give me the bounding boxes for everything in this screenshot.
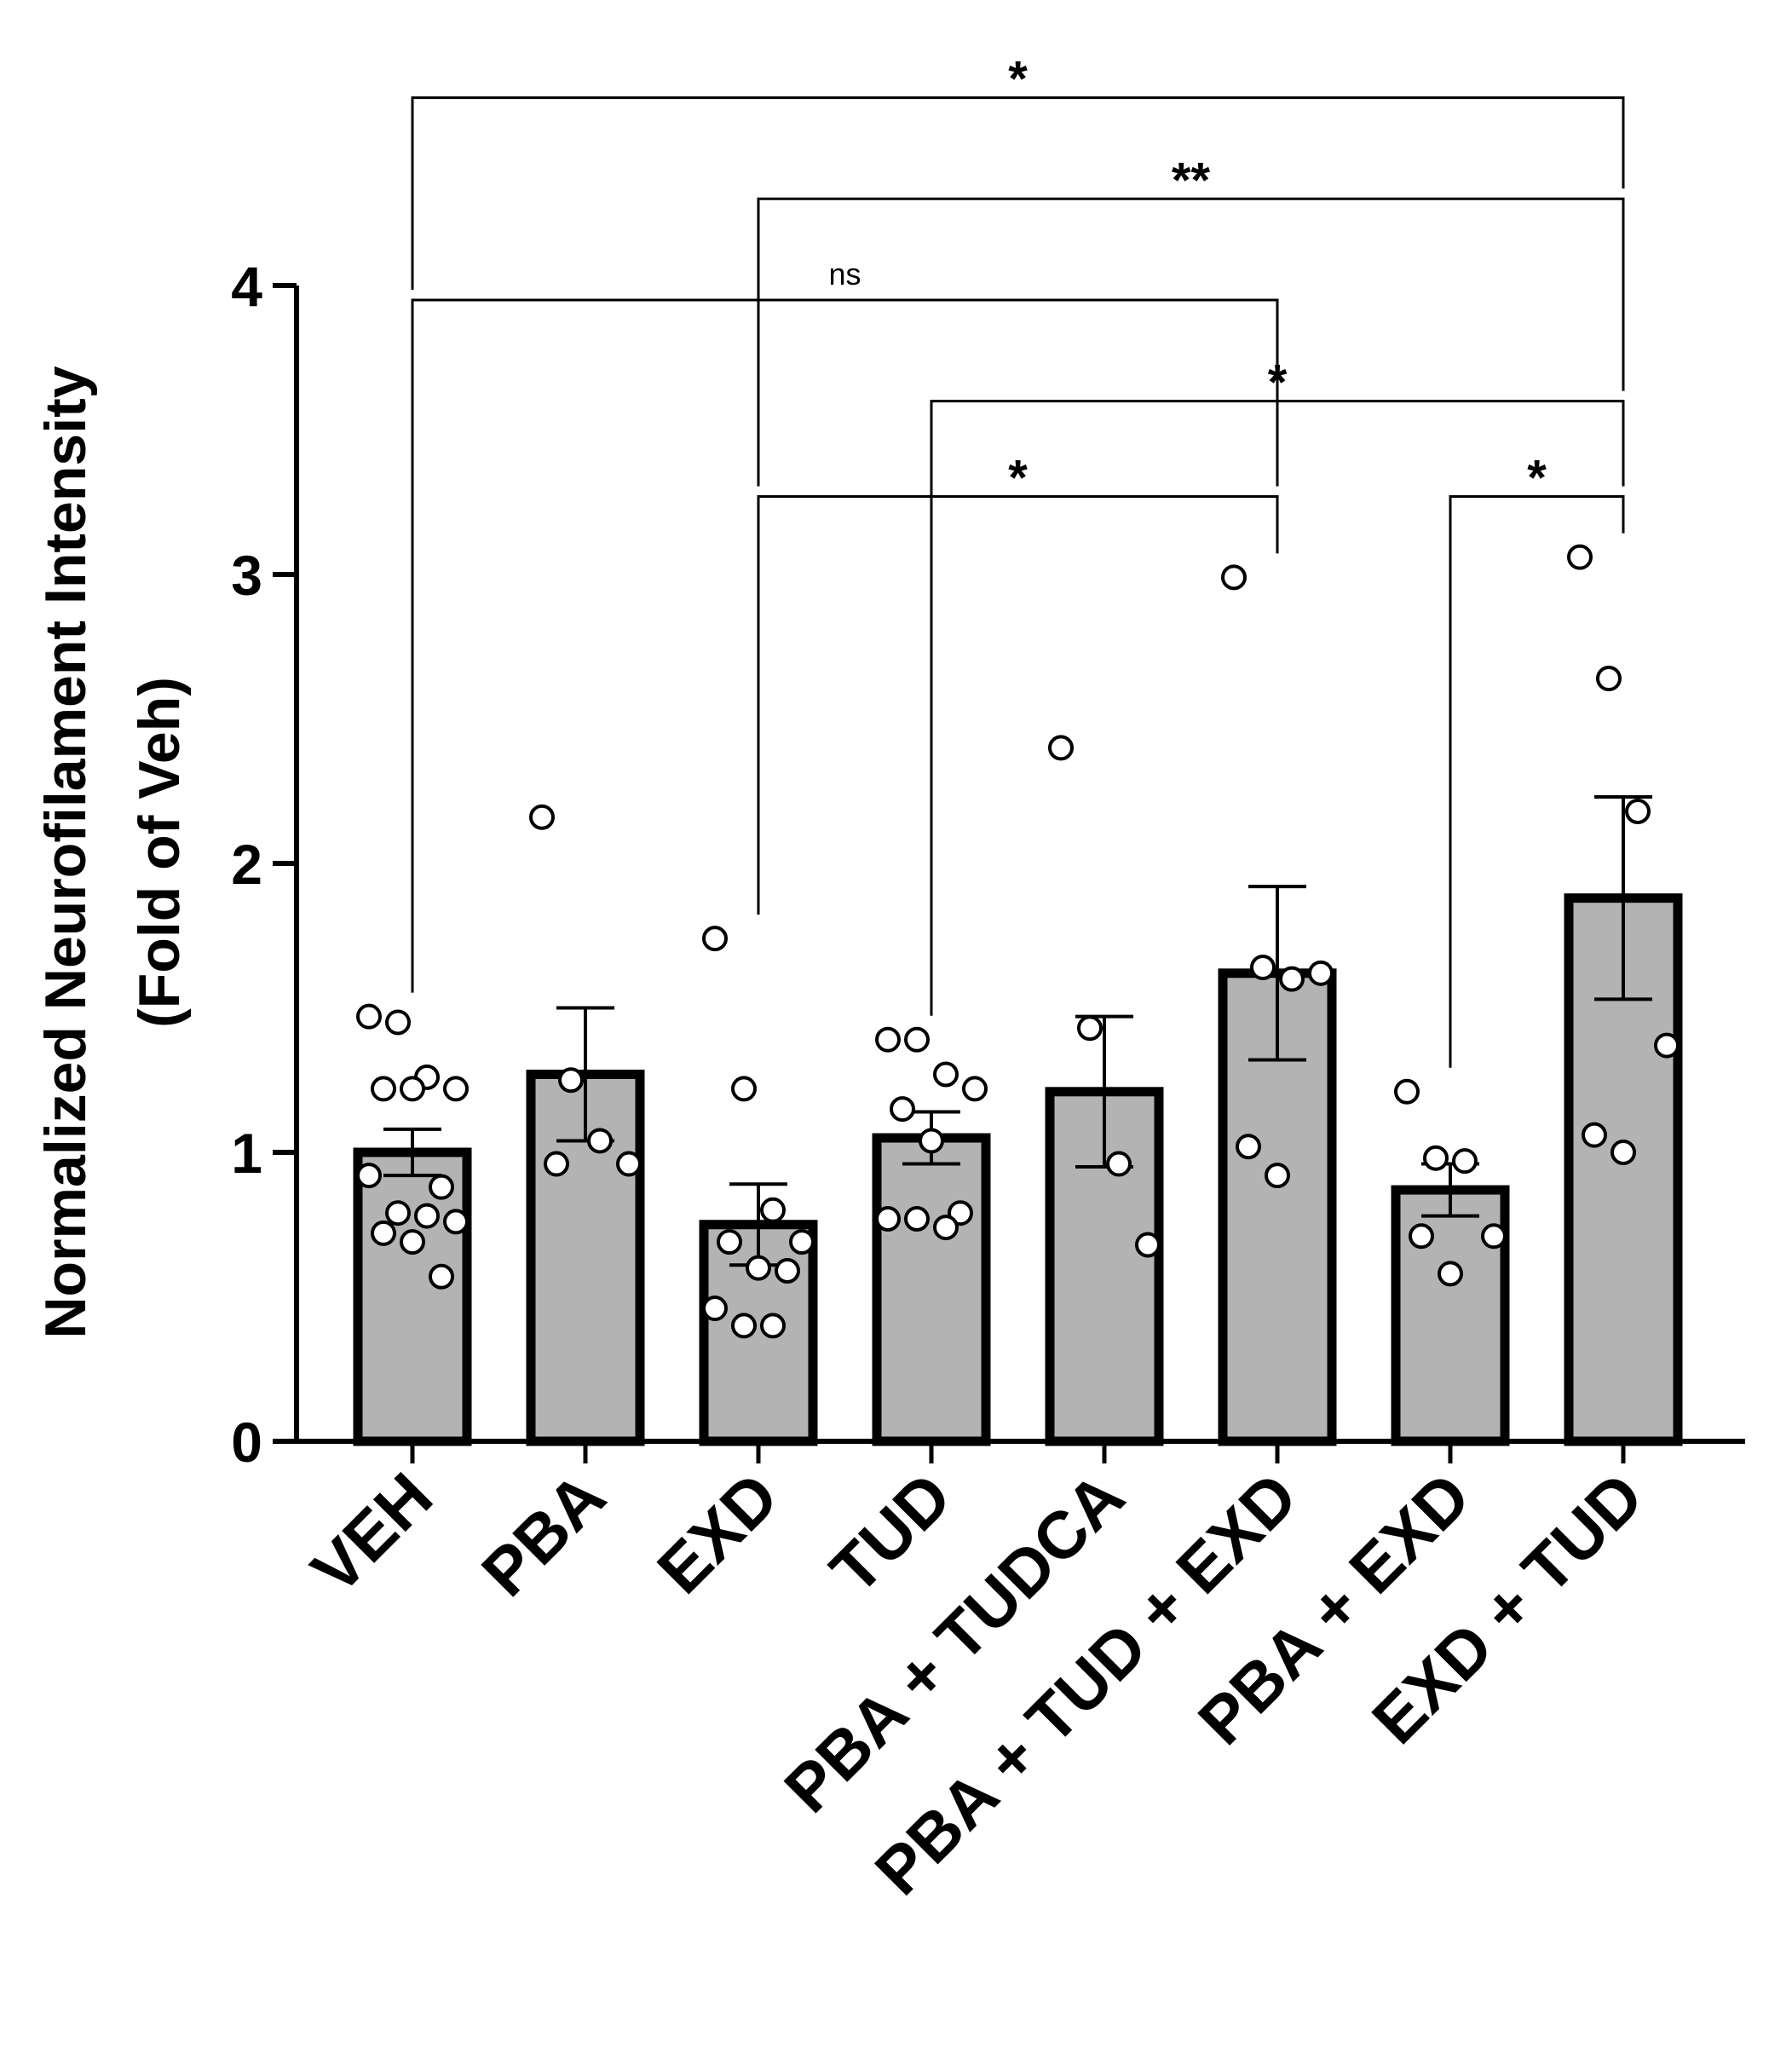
data-point [1221,564,1247,591]
data-point [400,1229,425,1255]
significance-label: * [1008,450,1028,505]
x-category-label: PBA [467,1458,619,1611]
data-point [1236,1134,1261,1160]
data-point [1048,735,1074,761]
data-point [702,1296,728,1322]
data-point [1481,1223,1507,1250]
bar [1045,1087,1164,1446]
x-category-label: EXD [642,1458,792,1608]
data-point [443,1209,469,1235]
data-point [1423,1145,1449,1171]
data-point [1250,955,1276,981]
data-point [587,1128,613,1154]
data-point [1438,1261,1463,1287]
significance-label: ns [828,257,861,291]
data-point [746,1255,771,1281]
data-point [717,1229,742,1255]
data-point [429,1263,454,1290]
data-point [443,1076,469,1102]
data-point [558,1067,584,1094]
data-point [544,1151,569,1177]
data-point [385,1009,411,1036]
significance-bracket [930,400,1625,1016]
data-point [731,1076,757,1102]
data-point [371,1076,396,1102]
y-tick-label: 3 [231,544,262,607]
data-point [529,804,555,830]
significance-bracket [1449,494,1625,1068]
data-point [400,1076,425,1102]
data-point [1135,1232,1161,1258]
data-point [1582,1122,1607,1148]
data-point [429,1174,454,1200]
data-point [904,1026,930,1053]
significance-bracket [757,197,1625,487]
data-point [371,1220,396,1246]
y-axis-title: Normalized Neurofilament Intensity (Fold… [33,366,192,1338]
significance-bracket [757,494,1279,915]
significance-label: * [1008,52,1028,107]
y-axis-title-line1: Normalized Neurofilament Intensity [33,366,98,1338]
data-point [1611,1140,1636,1165]
y-tick-label: 4 [231,255,262,318]
data-point [1279,966,1305,992]
data-point [890,1096,915,1123]
data-point [1265,1163,1290,1189]
data-point [760,1313,786,1339]
data-point [760,1197,786,1223]
data-point [919,1128,944,1154]
significance-label: ** [1172,153,1211,208]
data-point [1654,1032,1680,1059]
bar [872,1133,991,1446]
data-point [356,1003,382,1030]
data-point [1394,1078,1420,1105]
data-point [1452,1148,1478,1175]
x-category-label: VEH [297,1458,447,1608]
y-tick-label: 0 [231,1411,262,1474]
significance-bracket [411,96,1625,290]
data-point [775,1257,800,1284]
data-point [616,1151,642,1177]
x-category-label: TUD [815,1458,965,1608]
data-point [875,1026,901,1053]
data-point [1308,960,1334,986]
data-point [1596,666,1622,692]
data-point [875,1205,901,1232]
significance-label: * [1527,450,1547,505]
y-axis-title-line2: (Fold of Veh) [127,677,192,1028]
data-point [1625,798,1651,824]
data-point [731,1313,757,1339]
data-point [933,1215,959,1241]
data-point [1077,1015,1103,1042]
data-point [789,1229,815,1255]
data-point [962,1076,988,1102]
significance-bracket [411,298,1279,993]
data-point [904,1205,930,1232]
data-point [1409,1223,1434,1250]
data-point [356,1163,382,1189]
data-point [414,1203,440,1229]
y-tick-label: 2 [231,833,262,896]
data-point [702,926,728,952]
data-point [1106,1151,1132,1177]
data-point [385,1200,411,1226]
y-tick-label: 1 [231,1122,262,1185]
significance-label: * [1268,355,1288,411]
data-point [933,1061,959,1088]
data-point [1567,544,1593,570]
